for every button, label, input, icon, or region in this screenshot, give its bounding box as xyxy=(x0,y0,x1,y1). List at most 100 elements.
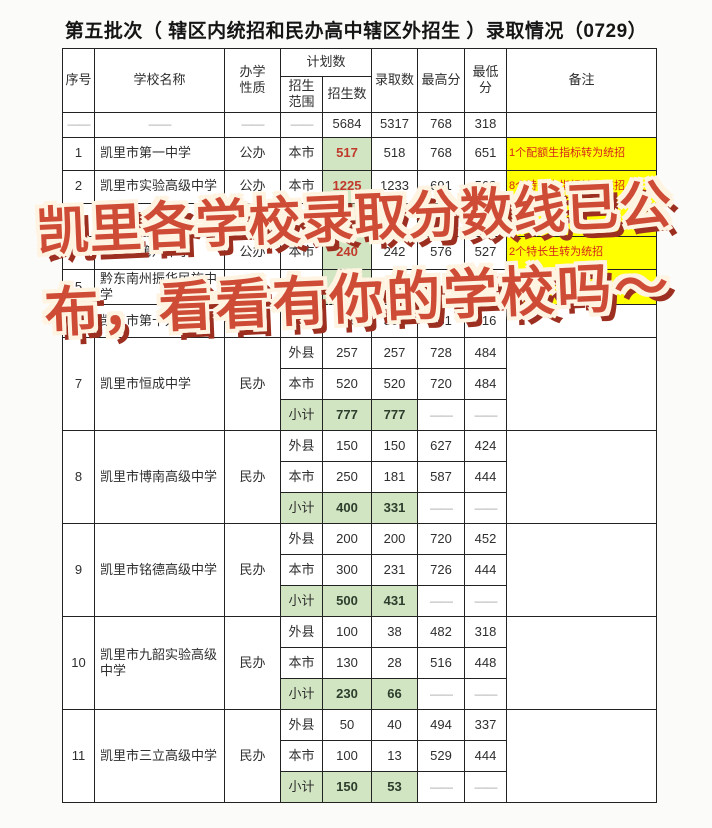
scope-cell: 小计 xyxy=(280,399,323,431)
min-score-cell: 337 xyxy=(464,709,508,741)
row-index: 7 xyxy=(62,337,95,431)
plan-count-cell: 300 xyxy=(321,554,373,586)
max-score-cell: —— xyxy=(417,399,466,431)
plan-count-cell: 100 xyxy=(321,616,373,648)
school-name: 凯里市第一中学 xyxy=(94,136,225,171)
row-index: 3 xyxy=(62,202,95,237)
min-score-cell: 452 xyxy=(464,523,508,555)
table-row: 7 凯里市恒成中学 民办 外县 257 257 728 484 xyxy=(62,337,658,431)
school-name: 凯里市博南高级中学 xyxy=(94,430,225,524)
min-score-cell: 568 xyxy=(464,169,508,204)
admitted-cell: 242 xyxy=(371,235,419,270)
remark-cell: 8个特长生指标转为统招 xyxy=(506,169,658,204)
plan-count-cell xyxy=(321,268,373,305)
scope-cell: 外县 xyxy=(280,616,323,648)
min-score-cell: 448 xyxy=(464,647,508,679)
min-score-cell: 484 xyxy=(464,337,508,369)
max-score-cell: 516 xyxy=(417,647,466,679)
school-name: 凯里市三立高级中学 xyxy=(94,709,225,803)
scope-cell: 本市 xyxy=(280,740,323,772)
admitted-cell: 38 xyxy=(371,616,419,648)
table-row: 小计 500 431 —— —— xyxy=(63,585,657,617)
min-score-cell: 318 xyxy=(464,616,508,648)
plan-count-cell: 230 xyxy=(321,678,373,710)
row-index: 8 xyxy=(62,430,95,524)
summary-min: 318 xyxy=(464,111,508,138)
table-row: 小计 777 777 —— —— xyxy=(63,399,657,431)
min-score-cell: —— xyxy=(464,492,508,524)
scope-cell: 外县 xyxy=(280,337,323,369)
table-row: 10 凯里市九韶实验高级中学 民办 外县 100 38 482 318 xyxy=(62,616,658,710)
school-type xyxy=(224,268,281,305)
admitted-cell: 431 xyxy=(371,585,419,617)
admitted-cell: 518 xyxy=(371,136,419,171)
table-row: 本市 300 231 726 444 xyxy=(63,554,657,586)
admitted-cell: 1233 xyxy=(371,169,419,204)
min-score-cell: 651 xyxy=(464,136,508,171)
max-score-cell: 587 xyxy=(417,461,466,493)
row-index: 1 xyxy=(62,136,95,171)
scope-cell xyxy=(280,268,323,305)
plan-count-cell: 150 xyxy=(321,430,373,462)
scope-cell: 本市 xyxy=(280,647,323,679)
max-score-cell xyxy=(417,268,466,305)
min-score-cell: 444 xyxy=(464,740,508,772)
max-score-cell: 720 xyxy=(417,523,466,555)
school-type: 民办 xyxy=(224,430,281,524)
table-row: 8 凯里市博南高级中学 民办 外县 150 150 627 424 xyxy=(62,430,658,524)
max-score-cell: 627 xyxy=(417,430,466,462)
scope-cell: 小计 xyxy=(280,771,323,803)
max-score-cell: 726 xyxy=(417,554,466,586)
plan-count-cell: 240 xyxy=(321,235,373,270)
max-score-cell: —— xyxy=(417,492,466,524)
col-header-plan-group: 计划数 xyxy=(279,48,373,77)
summary-index: —— xyxy=(62,111,95,138)
school-type: 公办 xyxy=(224,235,281,270)
col-header-scope: 招生 范围 xyxy=(280,76,323,113)
col-header-remark: 备注 xyxy=(506,48,658,113)
plan-count-cell: 400 xyxy=(321,492,373,524)
min-score-cell: 527 xyxy=(464,235,508,270)
admitted-cell: 13 xyxy=(371,740,419,772)
school-type: 民办 xyxy=(224,337,281,431)
max-score-cell: 661 xyxy=(417,304,466,338)
row-index: 11 xyxy=(62,709,95,803)
max-score-cell: 768 xyxy=(417,136,466,171)
remark-cell xyxy=(506,616,658,710)
plan-count-cell: 500 xyxy=(321,585,373,617)
scope-cell: 本市 xyxy=(280,368,323,400)
admitted-cell: 331 xyxy=(371,492,419,524)
min-score-cell: 484 xyxy=(464,368,508,400)
remark-cell: 1个配额生指标转为统招 xyxy=(506,136,658,171)
scope-cell: 小计 xyxy=(280,492,323,524)
scope-cell: 本市 xyxy=(280,461,323,493)
min-score-cell: 444 xyxy=(464,554,508,586)
col-header-admitted: 录取数 xyxy=(371,48,419,113)
table-row: 11 凯里市三立高级中学 民办 外县 50 40 494 337 xyxy=(62,709,658,803)
col-header-school: 学校名称 xyxy=(94,48,225,113)
table-row: 小计 150 53 —— —— xyxy=(63,771,657,803)
page-title: 第五批次（ 辖区内统招和民办高中辖区外招生 ）录取情况（0729） xyxy=(64,21,648,42)
max-score-cell: —— xyxy=(417,678,466,710)
max-score-cell: 494 xyxy=(417,709,466,741)
plan-count-cell: 777 xyxy=(321,399,373,431)
remark-cell xyxy=(506,709,658,803)
max-score-cell: 529 xyxy=(417,740,466,772)
summary-row: —— —— —— —— 5684 5317 768 318 xyxy=(62,111,658,138)
school-name: 凯里市九韶实验高级中学 xyxy=(94,616,225,710)
plan-count-cell: 520 xyxy=(321,368,373,400)
table-row: 小计 400 331 —— —— xyxy=(63,492,657,524)
remark-cell: 2个特长生转为统招 xyxy=(506,235,658,270)
school-type: 公办 xyxy=(224,304,281,338)
plan-count-cell: 200 xyxy=(321,523,373,555)
col-header-index: 序号 xyxy=(62,48,95,113)
admitted-cell xyxy=(371,202,419,237)
scope-cell: 本市 xyxy=(280,304,323,338)
summary-type: —— xyxy=(224,111,281,138)
scope-cell: 小计 xyxy=(280,678,323,710)
max-score-cell: —— xyxy=(417,771,466,803)
school-name: 凯里市第十九中学 xyxy=(94,304,225,338)
remark-cell xyxy=(506,268,658,305)
school-name xyxy=(94,202,225,237)
admitted-cell: 300 xyxy=(371,304,419,338)
